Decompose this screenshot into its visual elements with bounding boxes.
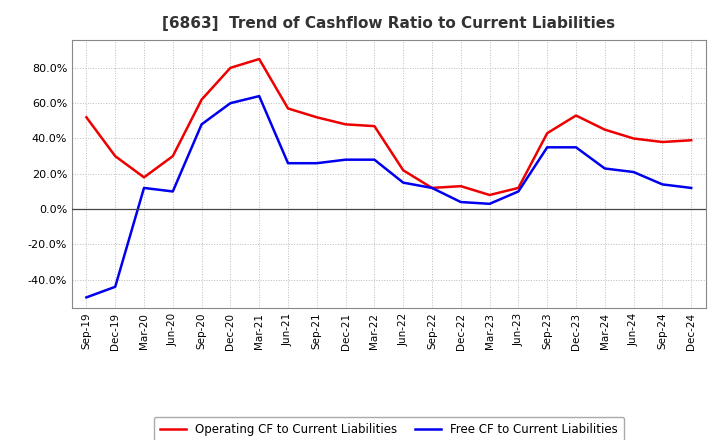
Free CF to Current Liabilities <box>600 166 609 171</box>
Operating CF to Current Liabilities <box>600 127 609 132</box>
Operating CF to Current Liabilities <box>284 106 292 111</box>
Operating CF to Current Liabilities <box>370 124 379 129</box>
Operating CF to Current Liabilities <box>255 56 264 62</box>
Operating CF to Current Liabilities <box>341 122 350 127</box>
Title: [6863]  Trend of Cashflow Ratio to Current Liabilities: [6863] Trend of Cashflow Ratio to Curren… <box>162 16 616 32</box>
Free CF to Current Liabilities <box>255 93 264 99</box>
Operating CF to Current Liabilities <box>168 154 177 159</box>
Operating CF to Current Liabilities <box>428 185 436 191</box>
Free CF to Current Liabilities <box>514 189 523 194</box>
Operating CF to Current Liabilities <box>399 168 408 173</box>
Operating CF to Current Liabilities <box>629 136 638 141</box>
Operating CF to Current Liabilities <box>572 113 580 118</box>
Line: Operating CF to Current Liabilities: Operating CF to Current Liabilities <box>86 59 691 195</box>
Free CF to Current Liabilities <box>111 284 120 290</box>
Free CF to Current Liabilities <box>140 185 148 191</box>
Operating CF to Current Liabilities <box>456 183 465 189</box>
Free CF to Current Liabilities <box>456 199 465 205</box>
Free CF to Current Liabilities <box>485 201 494 206</box>
Operating CF to Current Liabilities <box>226 65 235 70</box>
Operating CF to Current Liabilities <box>312 115 321 120</box>
Free CF to Current Liabilities <box>658 182 667 187</box>
Free CF to Current Liabilities <box>284 161 292 166</box>
Free CF to Current Liabilities <box>197 122 206 127</box>
Operating CF to Current Liabilities <box>687 138 696 143</box>
Operating CF to Current Liabilities <box>111 154 120 159</box>
Free CF to Current Liabilities <box>428 185 436 191</box>
Operating CF to Current Liabilities <box>82 115 91 120</box>
Free CF to Current Liabilities <box>168 189 177 194</box>
Operating CF to Current Liabilities <box>658 139 667 145</box>
Operating CF to Current Liabilities <box>197 97 206 102</box>
Free CF to Current Liabilities <box>629 169 638 175</box>
Operating CF to Current Liabilities <box>485 192 494 198</box>
Free CF to Current Liabilities <box>572 145 580 150</box>
Operating CF to Current Liabilities <box>514 185 523 191</box>
Free CF to Current Liabilities <box>226 100 235 106</box>
Free CF to Current Liabilities <box>543 145 552 150</box>
Operating CF to Current Liabilities <box>543 131 552 136</box>
Free CF to Current Liabilities <box>82 295 91 300</box>
Free CF to Current Liabilities <box>370 157 379 162</box>
Free CF to Current Liabilities <box>341 157 350 162</box>
Operating CF to Current Liabilities <box>140 175 148 180</box>
Legend: Operating CF to Current Liabilities, Free CF to Current Liabilities: Operating CF to Current Liabilities, Fre… <box>153 417 624 440</box>
Free CF to Current Liabilities <box>399 180 408 185</box>
Line: Free CF to Current Liabilities: Free CF to Current Liabilities <box>86 96 691 297</box>
Free CF to Current Liabilities <box>687 185 696 191</box>
Free CF to Current Liabilities <box>312 161 321 166</box>
